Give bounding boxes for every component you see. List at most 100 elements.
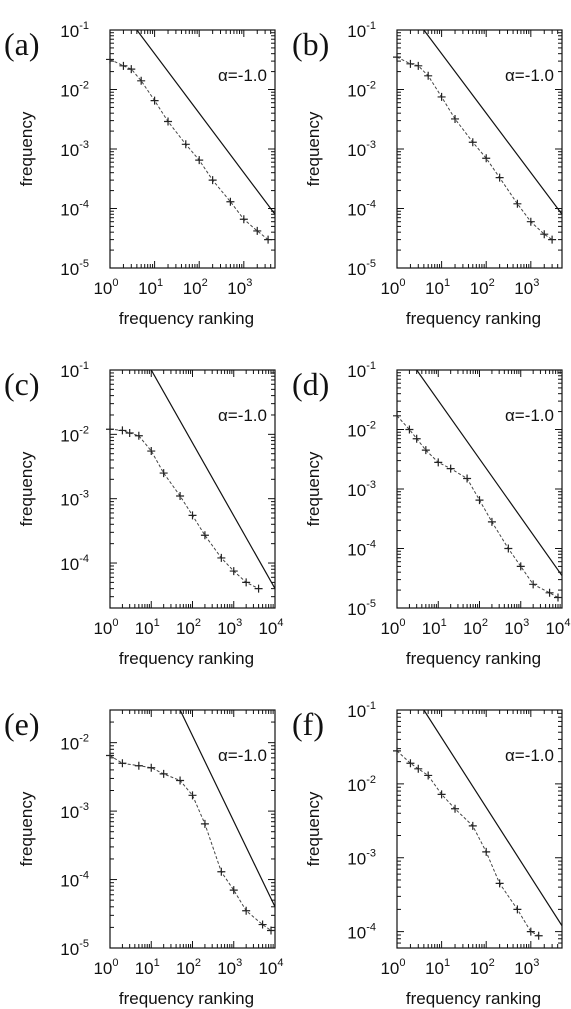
y-tick-label: 10-5	[60, 938, 89, 959]
data-point	[468, 821, 477, 830]
data-point	[254, 584, 263, 593]
y-tick-label: 10-1	[60, 360, 89, 381]
data-point	[147, 447, 156, 456]
data-point	[159, 769, 168, 778]
data-point	[487, 517, 496, 526]
data-point	[451, 114, 460, 123]
y-axis-title: frequency	[17, 791, 36, 866]
y-tick-label: 10-1	[347, 360, 376, 381]
reference-line	[423, 30, 562, 215]
chart-panel-6: (f) 100 101 102 103 10-1 10-2 10-3 10-4 frequency…	[292, 700, 563, 1008]
panel-label: (b)	[292, 26, 329, 62]
y-axis-title: frequency	[304, 451, 323, 526]
x-tick-label: 101	[425, 277, 450, 298]
data-point	[242, 578, 251, 587]
x-tick-label: 103	[514, 957, 539, 978]
alpha-annotation: α=-1.0	[218, 406, 267, 425]
data-point	[482, 154, 491, 163]
x-tick-label: 103	[227, 277, 252, 298]
data-point	[393, 746, 401, 755]
x-tick-label: 102	[463, 617, 488, 638]
data-point	[526, 217, 535, 226]
x-tick-label: 101	[135, 957, 160, 978]
x-tick-label: 102	[183, 277, 208, 298]
data-point	[545, 588, 554, 597]
data-point	[393, 411, 401, 420]
data-point	[529, 580, 538, 589]
data-point	[406, 759, 415, 768]
data-point	[137, 76, 146, 85]
data-point	[217, 553, 226, 562]
x-tick-label: 100	[93, 617, 118, 638]
y-tick-label: 10-3	[60, 489, 89, 510]
data-point	[106, 751, 114, 760]
data-point	[412, 434, 421, 443]
x-axis-title: frequency ranking	[119, 989, 254, 1008]
x-axis-title: frequency ranking	[406, 309, 541, 328]
x-tick-label: 102	[470, 957, 495, 978]
x-tick-label: 104	[545, 617, 570, 638]
data-point	[127, 65, 136, 74]
x-tick-label: 100	[380, 277, 405, 298]
y-axis-title: frequency	[17, 111, 36, 186]
data-point	[405, 425, 414, 434]
data-point	[164, 117, 173, 126]
y-tick-label: 10-4	[347, 922, 376, 943]
alpha-annotation: α=-1.0	[505, 66, 554, 85]
x-axis-title: frequency ranking	[119, 649, 254, 668]
data-point	[106, 55, 114, 64]
data-point	[188, 511, 197, 520]
data-line	[110, 755, 272, 931]
y-tick-label: 10-1	[347, 700, 376, 721]
x-tick-label: 103	[514, 277, 539, 298]
y-tick-label: 10-2	[60, 80, 89, 101]
data-point	[513, 905, 522, 914]
data-point	[534, 931, 543, 940]
chart-panel-4: (d) 100 101 102 103 104 10-1 10-2 10-3 10-4 10-5 fr…	[292, 360, 571, 668]
data-point	[495, 879, 504, 888]
x-tick-label: 104	[258, 957, 283, 978]
x-axis-title: frequency ranking	[406, 649, 541, 668]
x-tick-label: 102	[176, 617, 201, 638]
x-tick-label: 102	[470, 277, 495, 298]
data-point	[118, 759, 127, 768]
data-point	[217, 867, 226, 876]
data-point	[475, 496, 484, 505]
data-line	[397, 415, 559, 598]
data-line	[397, 750, 539, 937]
x-tick-label: 101	[425, 957, 450, 978]
y-tick-label: 10-2	[60, 733, 89, 754]
data-point	[434, 458, 443, 467]
data-point	[147, 763, 156, 772]
y-tick-label: 10-3	[347, 139, 376, 160]
y-tick-label: 10-3	[347, 479, 376, 500]
data-point	[264, 235, 273, 244]
panel-label: (c)	[4, 366, 40, 402]
data-point	[134, 761, 143, 770]
data-point	[526, 927, 535, 936]
data-point	[548, 235, 557, 244]
y-tick-label: 10-4	[60, 199, 89, 220]
chart-panel-2: (b) 100 101 102 103 10-1 10-2 10-3 10-4 10-5 frequ…	[292, 20, 563, 328]
data-point	[414, 61, 423, 70]
reference-line	[179, 710, 275, 908]
data-point	[482, 847, 491, 856]
chart-panel-5: (e) 100 101 102 103 104 10-2 10-3 10-4 10-5 freque…	[4, 706, 284, 1008]
y-tick-label: 10-5	[60, 258, 89, 279]
reference-line	[150, 370, 275, 589]
y-axis-title: frequency	[17, 451, 36, 526]
panel-label: (a)	[4, 26, 40, 62]
data-point	[239, 215, 248, 224]
chart-panel-1: (a) 100 101 102 103 10-1 10-2 10-3 10-4 10-5 frequ…	[4, 20, 276, 328]
data-point	[118, 426, 127, 435]
data-point	[437, 92, 446, 101]
data-point	[516, 562, 525, 571]
data-point	[229, 886, 238, 895]
data-point	[229, 567, 238, 576]
x-tick-label: 100	[380, 617, 405, 638]
panel-label: (d)	[292, 366, 329, 402]
data-point	[159, 469, 168, 478]
y-tick-label: 10-2	[347, 774, 376, 795]
data-point	[181, 140, 190, 149]
